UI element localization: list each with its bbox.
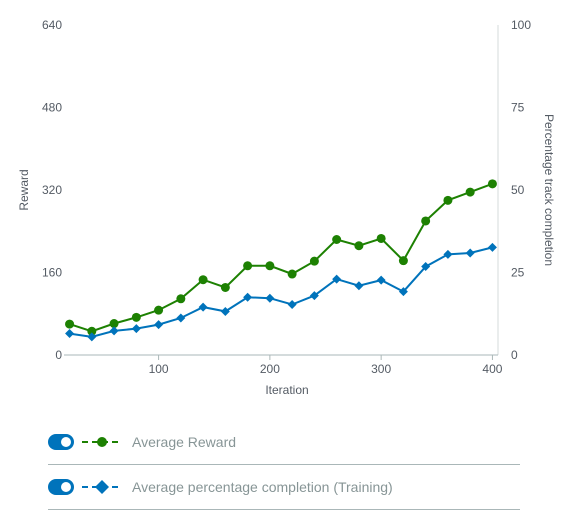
toggle-knob <box>61 437 71 447</box>
data-point[interactable] <box>220 306 230 316</box>
toggle-knob <box>61 482 71 492</box>
data-point[interactable] <box>376 275 386 285</box>
y-tick-label: 480 <box>42 101 62 115</box>
y2-axis-title: Percentage track completion <box>542 114 556 266</box>
data-point[interactable] <box>309 256 319 266</box>
legend-swatch-circle <box>82 437 122 447</box>
y-tick-label: 0 <box>55 348 62 362</box>
y-axis-ticks: 0 160 320 480 640 <box>42 18 62 362</box>
chart: 0 160 320 480 640 0 25 50 75 100 100 200 300 400 Re… <box>17 18 556 397</box>
data-point[interactable] <box>465 187 475 197</box>
data-point[interactable] <box>376 233 386 243</box>
series-line <box>69 182 493 333</box>
data-point[interactable] <box>398 256 408 266</box>
series-1 <box>65 242 497 342</box>
y-tick-label: 640 <box>42 18 62 32</box>
data-point[interactable] <box>65 329 75 339</box>
series-layer <box>65 179 497 342</box>
data-point[interactable] <box>87 332 97 342</box>
data-point[interactable] <box>243 261 253 271</box>
x-axis-title: Iteration <box>265 383 308 397</box>
y2-tick-label: 25 <box>511 266 525 280</box>
data-point[interactable] <box>332 235 342 244</box>
data-point[interactable] <box>176 313 186 323</box>
data-point[interactable] <box>421 216 431 226</box>
data-point[interactable] <box>354 241 364 251</box>
data-point[interactable] <box>198 302 208 312</box>
legend-label-average-percentage-completion: Average percentage completion (Training) <box>132 479 393 495</box>
y2-tick-label: 100 <box>511 18 531 32</box>
data-point[interactable] <box>265 293 275 303</box>
data-point[interactable] <box>265 261 275 271</box>
toggle-average-reward[interactable] <box>48 434 74 450</box>
data-point[interactable] <box>465 248 475 258</box>
series-line <box>69 246 493 338</box>
data-point[interactable] <box>131 324 141 334</box>
legend-item-average-percentage-completion: Average percentage completion (Training) <box>48 465 520 510</box>
data-point[interactable] <box>220 282 230 292</box>
data-point[interactable] <box>109 326 119 336</box>
series-0 <box>65 179 497 336</box>
data-point[interactable] <box>287 300 297 310</box>
data-point[interactable] <box>154 320 164 330</box>
data-point[interactable] <box>109 319 119 329</box>
legend-label-average-reward: Average Reward <box>132 434 237 450</box>
x-tick-label: 300 <box>371 362 391 376</box>
y2-tick-label: 75 <box>511 101 525 115</box>
legend-item-average-reward: Average Reward <box>48 420 520 465</box>
y2-axis-ticks: 0 25 50 75 100 <box>511 18 531 362</box>
data-point[interactable] <box>398 287 408 297</box>
x-tick-label: 100 <box>149 362 169 376</box>
y-tick-label: 160 <box>42 266 62 280</box>
data-point[interactable] <box>487 179 497 189</box>
data-point[interactable] <box>421 262 431 272</box>
data-point[interactable] <box>332 274 342 284</box>
y-axis-title: Reward <box>17 169 31 210</box>
x-tick-label: 400 <box>482 362 502 376</box>
x-axis-ticks: 100 200 300 400 <box>149 355 503 376</box>
data-point[interactable] <box>131 312 141 322</box>
legend-swatch-diamond <box>82 480 122 494</box>
y2-tick-label: 0 <box>511 348 518 362</box>
data-point[interactable] <box>354 281 364 291</box>
data-point[interactable] <box>287 269 297 279</box>
y2-tick-label: 50 <box>511 183 525 197</box>
data-point[interactable] <box>65 319 75 329</box>
data-point[interactable] <box>87 326 97 336</box>
data-point[interactable] <box>243 292 253 302</box>
data-point[interactable] <box>198 275 208 285</box>
data-point[interactable] <box>443 249 453 259</box>
data-point[interactable] <box>309 291 319 301</box>
data-point[interactable] <box>176 294 186 304</box>
data-point[interactable] <box>487 242 497 252</box>
data-point[interactable] <box>154 305 164 315</box>
x-tick-label: 200 <box>260 362 280 376</box>
data-point[interactable] <box>443 195 453 205</box>
toggle-average-percentage-completion[interactable] <box>48 479 74 495</box>
y-tick-label: 320 <box>42 183 62 197</box>
